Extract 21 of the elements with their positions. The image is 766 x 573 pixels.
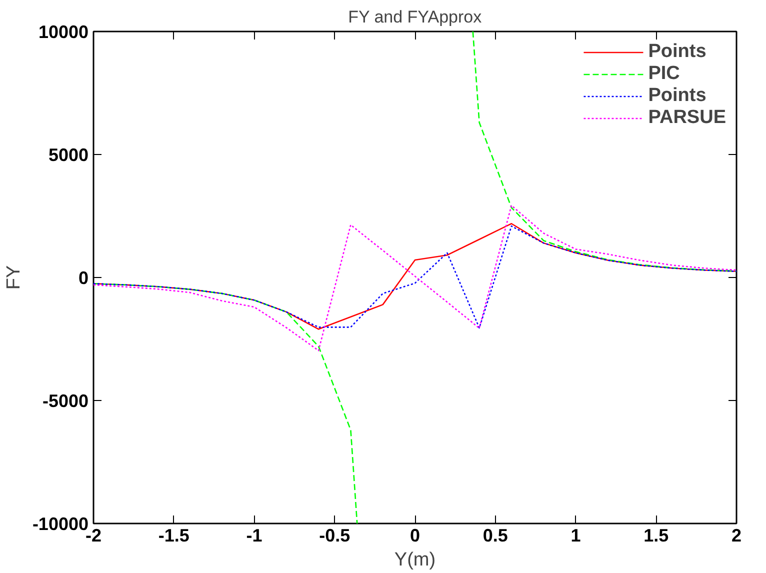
- x-tick-label: -1.5: [158, 526, 190, 546]
- x-tick-label: 2: [731, 526, 742, 546]
- line-series: [94, 204, 736, 352]
- y-tick-label: 5000: [48, 145, 89, 165]
- chart-title: FY and FYApprox: [348, 8, 482, 26]
- legend-label: Points: [648, 41, 706, 63]
- legend-label: Points: [648, 85, 706, 107]
- x-tick-label: 0: [410, 526, 420, 546]
- x-tick-label: -0.5: [319, 526, 350, 546]
- x-tick-label: -1: [246, 526, 262, 546]
- y-tick-label: 10000: [38, 22, 89, 42]
- y-tick-label: -5000: [42, 391, 89, 411]
- y-axis-title: FY: [3, 265, 24, 290]
- legend-label: PIC: [648, 63, 680, 85]
- x-axis-title: Y(m): [394, 550, 436, 570]
- y-tick-label: -10000: [32, 514, 89, 534]
- x-tick-label: 0.5: [482, 526, 508, 546]
- x-tick-label: 1.5: [644, 526, 669, 546]
- x-tick-label: 1: [570, 526, 581, 546]
- y-tick-label: 0: [78, 268, 89, 288]
- legend-label: PARSUE: [648, 107, 726, 129]
